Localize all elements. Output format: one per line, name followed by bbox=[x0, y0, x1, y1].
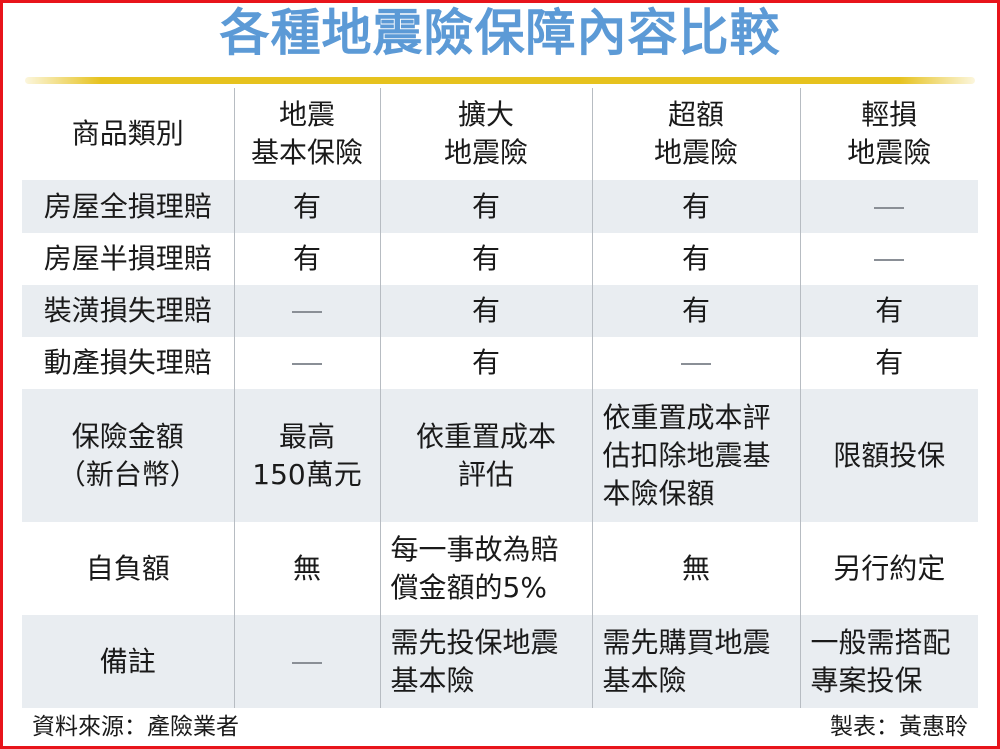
header-cell: 地震 基本保險 bbox=[233, 88, 380, 180]
table-cell bbox=[799, 180, 978, 233]
dash-mark bbox=[292, 661, 322, 664]
table-row: 備註 需先投保地震 基本險 需先購買地震 基本險 一般需搭配 專案投保 bbox=[22, 615, 978, 708]
table-row: 裝潢損失理賠 有 有 有 bbox=[22, 285, 978, 337]
table-cell bbox=[233, 615, 380, 708]
table-row: 房屋全損理賠 有 有 有 bbox=[22, 180, 978, 233]
source-note: 資料來源：產險業者 bbox=[32, 714, 239, 740]
comparison-table: 商品類別 地震 基本保險 擴大 地震險 超額 地震險 輕損 地震險 房屋全損理賠… bbox=[22, 88, 978, 708]
row-label: 房屋半損理賠 bbox=[43, 242, 212, 275]
row-label: 備註 bbox=[22, 615, 234, 708]
table-cell: 有 bbox=[591, 180, 800, 233]
table-cell: 有 bbox=[379, 233, 592, 285]
header-cell: 輕損 地震險 bbox=[799, 88, 978, 180]
table-cell: 有 bbox=[379, 285, 592, 337]
dash-mark bbox=[874, 259, 905, 261]
table-cell: 依重置成本 評估 bbox=[379, 389, 592, 522]
header-row: 商品類別 地震 基本保險 擴大 地震險 超額 地震險 輕損 地震險 bbox=[22, 88, 978, 180]
table-cell: 有 bbox=[799, 337, 978, 389]
table-row: 動產損失理賠 有 有 bbox=[22, 337, 978, 389]
dash-mark bbox=[681, 363, 711, 365]
table-cell bbox=[591, 337, 800, 389]
table-cell: 有 bbox=[379, 337, 592, 389]
table-cell: 限額投保 bbox=[799, 389, 978, 522]
table-cell: 有 bbox=[233, 233, 380, 285]
table-cell: 需先投保地震 基本險 bbox=[379, 615, 592, 708]
table-cell: 有 bbox=[591, 285, 800, 337]
table-cell: 有 bbox=[379, 180, 592, 233]
table-cell: 依重置成本評 估扣除地震基 本險保額 bbox=[591, 389, 800, 522]
header-cell: 擴大 地震險 bbox=[379, 88, 592, 180]
row-label: 動產損失理賠 bbox=[43, 346, 212, 379]
table-cell bbox=[233, 337, 380, 389]
table-cell: 有 bbox=[233, 180, 380, 233]
table-row: 保險金額 （新台幣） 最高 150萬元 依重置成本 評估 依重置成本評 估扣除地… bbox=[22, 389, 978, 522]
dash-mark bbox=[292, 311, 322, 313]
author-note: 製表：黃惠聆 bbox=[830, 714, 968, 740]
table-cell: 有 bbox=[591, 233, 800, 285]
row-label: 自負額 bbox=[85, 551, 170, 585]
title-divider bbox=[25, 77, 975, 84]
table-cell: 無 bbox=[233, 522, 380, 615]
table-cell: 每一事故為賠 償金額的5% bbox=[379, 522, 592, 615]
dash-mark bbox=[874, 206, 905, 209]
row-label: 保險金額 （新台幣） bbox=[22, 389, 234, 522]
table-cell bbox=[799, 233, 978, 285]
table-row: 自負額 無 每一事故為賠 償金額的5% 無 另行約定 bbox=[22, 522, 978, 615]
header-cell: 超額 地震險 bbox=[591, 88, 800, 180]
row-label: 裝潢損失理賠 bbox=[22, 285, 234, 337]
table-cell: 無 bbox=[591, 522, 800, 615]
table-cell: 一般需搭配 專案投保 bbox=[799, 615, 978, 708]
table-cell: 需先購買地震 基本險 bbox=[591, 615, 800, 708]
header-cell: 商品類別 bbox=[71, 117, 184, 150]
table-cell: 最高 150萬元 bbox=[233, 389, 380, 522]
table-cell: 有 bbox=[799, 285, 978, 337]
dash-mark bbox=[292, 363, 322, 365]
table-row: 房屋半損理賠 有 有 有 bbox=[22, 233, 978, 285]
row-label: 房屋全損理賠 bbox=[22, 180, 234, 233]
table-cell: 另行約定 bbox=[799, 522, 978, 615]
page-title: 各種地震險保障內容比較 bbox=[219, 4, 781, 62]
table-cell bbox=[233, 285, 380, 337]
